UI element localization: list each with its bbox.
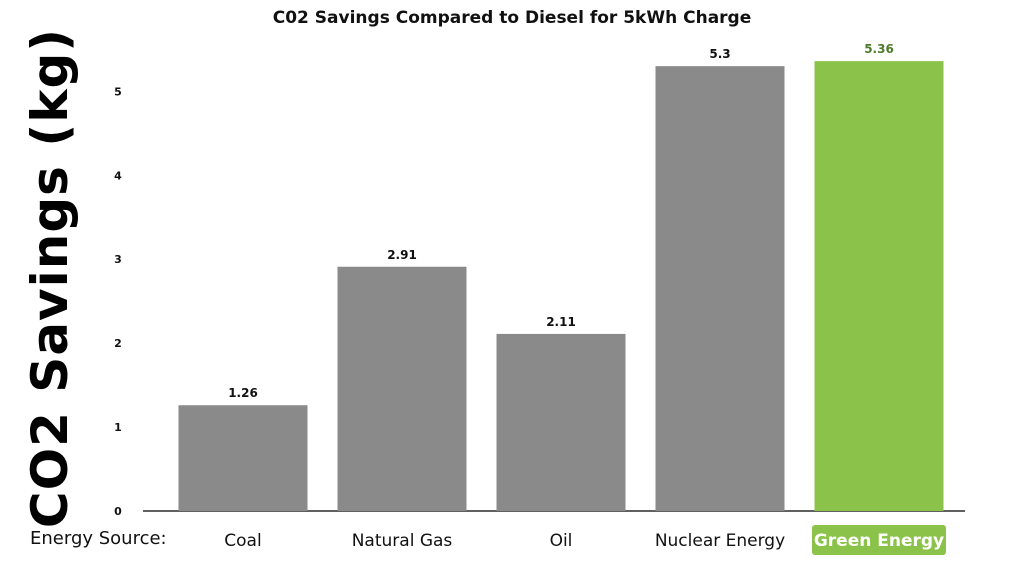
bar-value-label: 5.36 — [864, 42, 894, 56]
category-label: Green Energy — [814, 531, 944, 551]
bar — [496, 333, 626, 511]
y-tick-label: 2 — [114, 337, 122, 350]
bar — [655, 66, 785, 512]
y-tick-label: 5 — [114, 85, 122, 98]
bar — [178, 405, 308, 511]
category-label: Coal — [224, 531, 261, 551]
y-tick-label: 0 — [114, 505, 122, 518]
bar-value-label: 2.11 — [546, 315, 576, 329]
bar-value-label: 1.26 — [228, 386, 258, 400]
y-tick-label: 3 — [114, 253, 122, 266]
category-label-highlight — [812, 525, 946, 555]
y-tick-label: 4 — [114, 169, 122, 182]
category-label: Oil — [550, 531, 573, 551]
x-axis-title: Energy Source: — [30, 528, 167, 549]
chart-title: C02 Savings Compared to Diesel for 5kWh … — [272, 8, 752, 28]
y-tick-label: 1 — [114, 421, 122, 434]
bar-value-label: 2.91 — [387, 248, 417, 262]
category-label: Nuclear Energy — [655, 531, 785, 551]
bar-value-label: 5.3 — [709, 47, 730, 61]
category-label: Natural Gas — [352, 531, 453, 551]
bar — [814, 61, 944, 511]
bar — [337, 266, 467, 511]
